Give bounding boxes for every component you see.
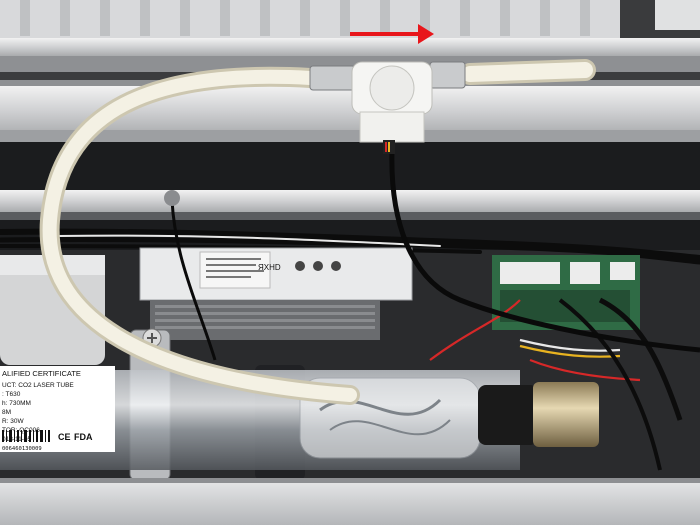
tube-certificate-label: ALIFIED CERTIFICATE UCT: CO2 LASER TUBE … [0, 366, 115, 452]
label-line-product: UCT: CO2 LASER TUBE [2, 382, 74, 389]
label-line-model: : T630 [2, 391, 21, 398]
bottom-rail [0, 478, 700, 525]
top-rail [0, 38, 700, 56]
brass-output-lens [533, 382, 599, 447]
tube-end-cap [478, 385, 538, 445]
left-component [0, 255, 105, 365]
fda-mark: FDA [74, 432, 93, 442]
label-line-date: 018-11-05 [2, 436, 32, 443]
hose-fitting-right [429, 61, 466, 89]
signal-wires [429, 297, 683, 471]
water-hose-outlet [462, 62, 593, 82]
top-grill [0, 0, 700, 40]
water-flow-sensor [351, 61, 433, 154]
barcode [2, 430, 50, 442]
label-line-diameter: 8M [2, 409, 11, 416]
hose-fitting-left [309, 65, 356, 91]
label-line-power: R: 30W [2, 418, 25, 425]
power-supply-unit: ЯXHD [139, 247, 413, 340]
barcode-number: 006460130009 [2, 446, 42, 452]
psu-brand: ЯXHD [258, 263, 281, 272]
ground-screw [164, 190, 180, 206]
ce-mark: CE [58, 432, 71, 442]
lower-rail [0, 190, 700, 212]
flow-direction-arrow [350, 24, 434, 44]
label-line-length: h: 730MM [2, 400, 31, 407]
sensor-cable [389, 149, 700, 353]
label-line-certificate: ALIFIED CERTIFICATE [2, 369, 81, 378]
